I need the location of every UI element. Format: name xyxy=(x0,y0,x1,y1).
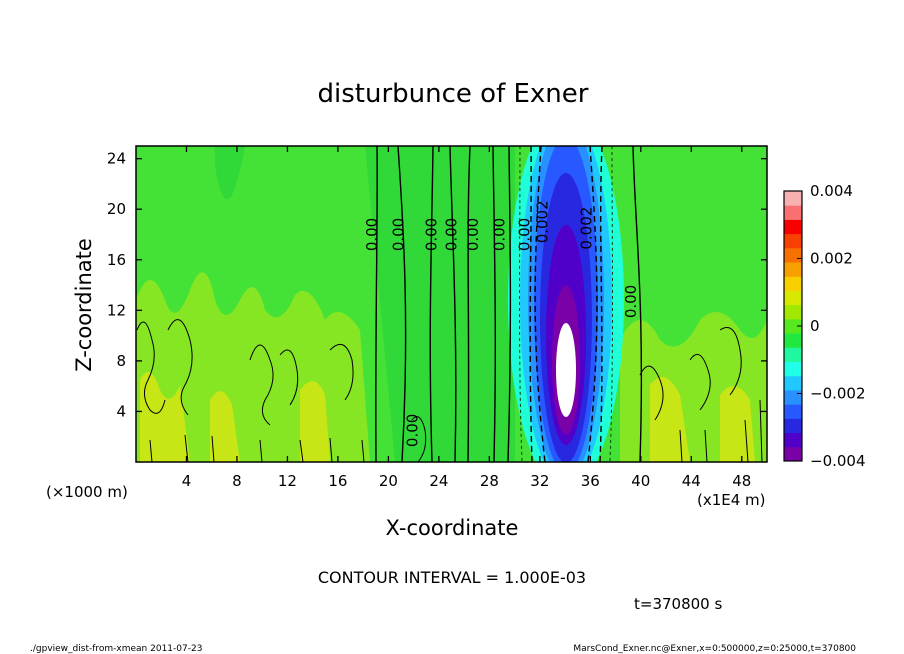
footer-left: ./gpview_dist-from-xmean 2011-07-23 xyxy=(30,644,202,654)
time-text: t=370800 s xyxy=(634,595,722,613)
contour-label: 0.002 xyxy=(578,207,596,250)
contour-label: 0.00 xyxy=(622,285,640,318)
contour-interval-text: CONTOUR INTERVAL = 1.000E-03 xyxy=(318,568,586,587)
y-tick-label: 24 xyxy=(107,150,126,168)
x-tick-label: 8 xyxy=(232,472,242,490)
colorbar-tick-label: 0.004 xyxy=(810,182,853,200)
colorbar-swatch xyxy=(784,205,802,220)
contour-label: 0.00 xyxy=(443,218,461,251)
x-tick-label: 48 xyxy=(732,472,751,490)
x-tick-label: 24 xyxy=(429,472,448,490)
y-tick-label: 4 xyxy=(116,402,126,420)
colorbar-swatch xyxy=(784,375,802,391)
x-tick-label: 36 xyxy=(581,472,600,490)
colorbar-swatch xyxy=(784,276,802,291)
x-tick-label: 28 xyxy=(480,472,499,490)
colorbar-tick-label: −0.002 xyxy=(810,385,866,403)
y-tick-label: 16 xyxy=(107,251,126,269)
footer-right: MarsCond_Exner.nc@Exner,x=0:500000,z=0:2… xyxy=(573,644,856,654)
chart-title: disturbunce of Exner xyxy=(318,79,589,109)
contour-label: 0.00 xyxy=(403,414,421,447)
x-axis-unit-left: (×1000 m) xyxy=(46,483,128,501)
green-darker-region xyxy=(214,146,245,199)
colorbar-swatch xyxy=(784,432,802,448)
plot-frame xyxy=(135,145,768,463)
colorbar-swatch xyxy=(784,219,802,235)
y-axis-label: Z-coordinate xyxy=(72,238,96,372)
colorbar-swatch xyxy=(784,347,802,363)
x-tick-label: 12 xyxy=(278,472,297,490)
x-tick-label: 40 xyxy=(631,472,650,490)
colorbar-tick-label: −0.004 xyxy=(810,452,866,470)
colorbar-tick-label: 0.002 xyxy=(810,250,853,268)
contour-label: 0.00 xyxy=(491,218,509,251)
colorbar: 0.004 0.002 0 −0.002 −0.004 xyxy=(783,182,866,470)
x-axis-label: X-coordinate xyxy=(386,516,519,540)
y-tick-label: 12 xyxy=(107,301,126,319)
y-tick-label: 20 xyxy=(107,200,126,218)
contour-label: 0.002 xyxy=(533,200,551,243)
x-tick-label: 20 xyxy=(379,472,398,490)
contour-label: 0.00 xyxy=(464,218,482,251)
colorbar-swatch xyxy=(784,262,802,277)
x-axis: 4 8 12 16 20 24 28 32 36 40 44 48 xyxy=(182,146,751,490)
contour-label: 0.00 xyxy=(363,218,381,251)
x-tick-label: 16 xyxy=(328,472,347,490)
colorbar-swatch xyxy=(784,290,802,306)
colorbar-swatch xyxy=(784,418,802,434)
y-tick-label: 8 xyxy=(116,352,126,370)
colorbar-swatch xyxy=(784,318,802,334)
y-axis: 4 8 12 16 20 24 xyxy=(107,150,767,420)
x-tick-label: 44 xyxy=(682,472,701,490)
colorbar-swatch xyxy=(784,304,802,320)
colorbar-swatch xyxy=(784,233,802,249)
colorbar-swatch xyxy=(784,191,802,206)
colorbar-swatch xyxy=(784,446,802,462)
colorbar-tick-label: 0 xyxy=(810,317,820,335)
x-tick-label: 32 xyxy=(530,472,549,490)
x-tick-label: 4 xyxy=(182,472,192,490)
contour-label: 0.00 xyxy=(422,218,440,251)
plot-area: 0.00 0.00 0.00 0.00 0.00 0.00 0.00 0.002 0.0020.… xyxy=(136,146,767,462)
colorbar-swatch xyxy=(784,333,802,348)
x-axis-unit-right: (x1E4 m) xyxy=(697,491,766,509)
contour-label: 0.00 xyxy=(390,218,408,251)
contour-label-layer: 0.00 0.00 0.00 0.00 0.00 0.00 0.00 0.002 0.0020.… xyxy=(363,200,640,447)
colorbar-swatch xyxy=(784,247,802,263)
contour-label: 0.00 xyxy=(516,218,534,251)
region-missing xyxy=(556,323,576,417)
contour-lines xyxy=(136,146,763,462)
colorbar-swatch xyxy=(784,404,802,419)
colorbar-swatch xyxy=(784,361,802,377)
colorbar-swatch xyxy=(784,389,802,405)
